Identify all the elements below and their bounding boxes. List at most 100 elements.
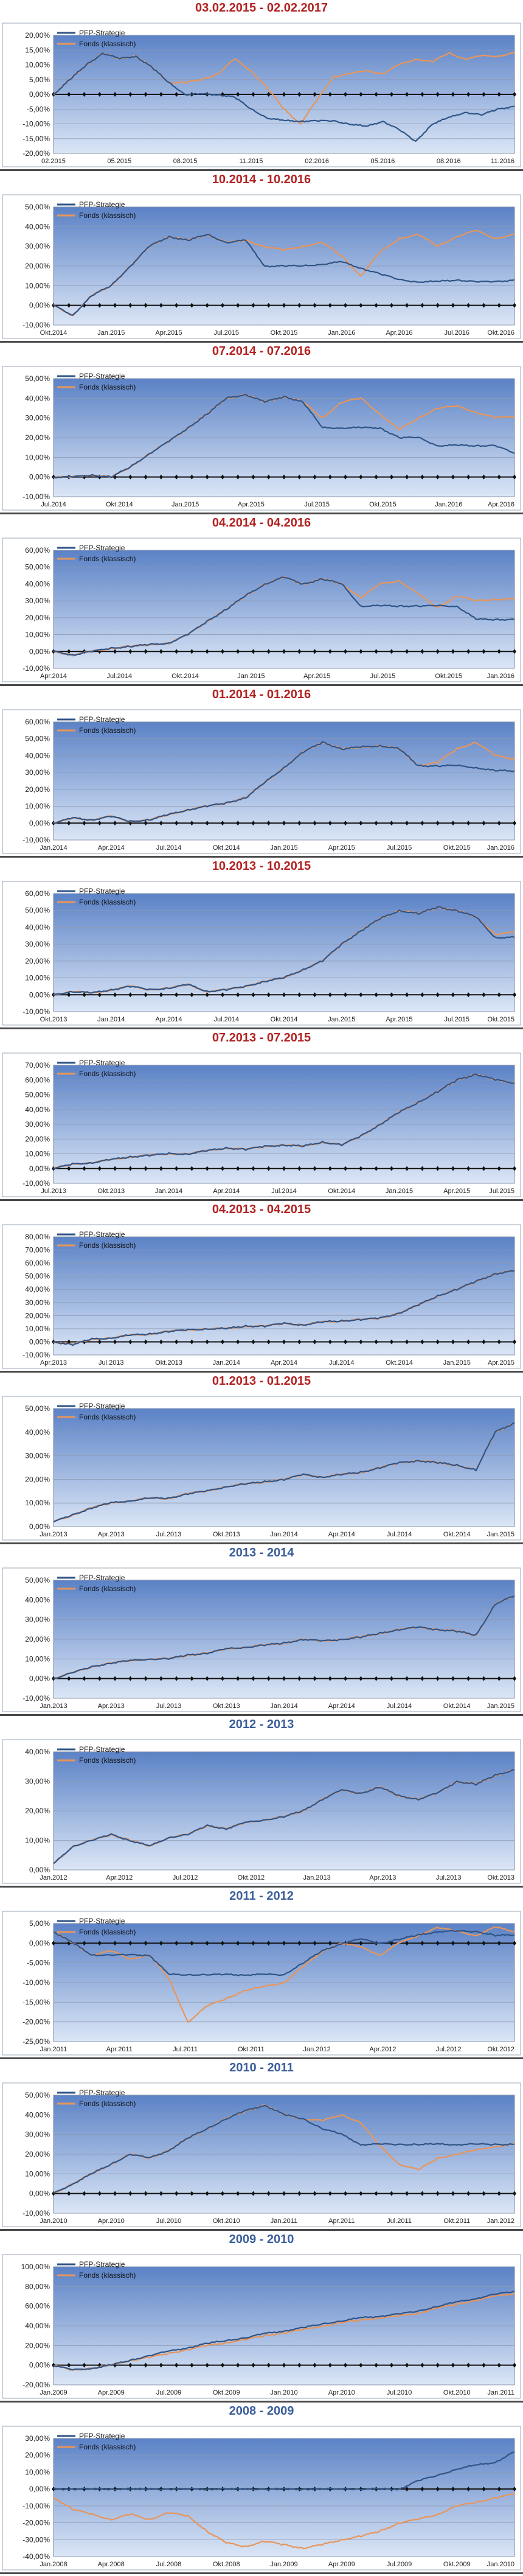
- x-tick-label: Jul.2015: [387, 844, 412, 852]
- zero-line-marker: [175, 1339, 179, 1345]
- zero-line-marker: [205, 1166, 209, 1171]
- x-tick-label: Jan.2014: [270, 1531, 297, 1538]
- zero-line-marker: [282, 992, 286, 998]
- panel-separator: [0, 341, 523, 343]
- zero-line-marker: [266, 821, 271, 826]
- zero-line-marker: [297, 821, 302, 826]
- zero-line-marker: [128, 992, 133, 998]
- zero-line-marker: [67, 992, 71, 998]
- zero-line-marker: [451, 92, 455, 97]
- y-tick-label: 0,00%: [29, 1866, 50, 1874]
- zero-line-marker: [144, 474, 148, 480]
- zero-line-marker: [297, 92, 302, 97]
- zero-line-marker: [435, 1941, 440, 1946]
- zero-line-marker: [205, 1941, 209, 1946]
- zero-line-marker: [251, 1941, 255, 1946]
- legend: PFP-Strategie Fonds (klassisch): [57, 544, 136, 563]
- zero-line-marker: [405, 303, 409, 308]
- x-tick-label: Okt.2015: [435, 673, 462, 680]
- zero-line-marker: [328, 1166, 332, 1171]
- x-tick-label: Apr.2015: [238, 501, 265, 508]
- zero-line-marker: [435, 992, 440, 998]
- y-tick-label: -30,00%: [23, 2535, 50, 2544]
- zero-line-marker: [451, 1941, 455, 1946]
- x-tick-label: Jul.2014: [387, 1703, 412, 1710]
- zero-line-marker: [405, 2487, 409, 2492]
- zero-line-marker: [328, 649, 332, 654]
- y-tick-label: 30,00%: [25, 768, 50, 777]
- x-tick-label: Jan.2010: [270, 2389, 297, 2396]
- panel-separator: [0, 856, 523, 858]
- zero-line-marker: [236, 992, 240, 998]
- zero-line-marker: [359, 1339, 363, 1345]
- zero-line-marker: [220, 649, 224, 654]
- zero-line-marker: [297, 649, 302, 654]
- y-tick-label: -10,00%: [23, 321, 50, 329]
- zero-line-marker: [513, 821, 516, 826]
- zero-line-marker: [266, 1339, 271, 1345]
- y-tick-label: -5,00%: [27, 105, 50, 113]
- x-tick-label: Okt.2015: [271, 329, 298, 337]
- zero-line-marker: [282, 1166, 286, 1171]
- x-tick-label: Jan.2013: [40, 1531, 67, 1538]
- zero-line-marker: [297, 1339, 302, 1345]
- zero-line-marker: [359, 92, 363, 97]
- zero-line-marker: [466, 92, 471, 97]
- zero-line-marker: [97, 92, 102, 97]
- legend-label: Fonds (klassisch): [79, 40, 136, 48]
- y-tick-label: 5,00%: [29, 75, 50, 84]
- y-tick-label: -10,00%: [23, 1978, 50, 1987]
- chart-panel: 2008 - 2009 -40,00% -30,00% -20,00% -10,00% 0…: [0, 2403, 523, 2575]
- x-tick-label: Apr.2016: [386, 329, 412, 337]
- y-tick-label: -10,00%: [23, 1007, 50, 1016]
- zero-line-marker: [205, 649, 209, 654]
- series-line-strategy: [53, 1930, 515, 1976]
- x-tick-label: Jan.2016: [435, 501, 462, 508]
- legend-label: PFP-Strategie: [79, 372, 125, 380]
- zero-line-marker: [190, 303, 194, 308]
- y-tick-label: -20,00%: [23, 2519, 50, 2527]
- x-tick-label: Okt.2013: [40, 1016, 68, 1023]
- zero-line-marker: [420, 303, 424, 308]
- zero-line-marker: [389, 2362, 393, 2368]
- zero-line-marker: [435, 2362, 440, 2368]
- series-line-strategy: [53, 2104, 515, 2194]
- zero-line-marker: [466, 303, 471, 308]
- chart-panel: 2012 - 2013 0,00% 10,00% 20,00% 30,00% 40,00%…: [0, 1717, 523, 1888]
- zero-line-marker: [205, 1339, 209, 1345]
- zero-line-marker: [313, 474, 317, 480]
- zero-line-marker: [113, 821, 117, 826]
- zero-line-marker: [144, 92, 148, 97]
- x-tick-label: Okt.2013: [213, 1531, 240, 1538]
- chart-svg: -10,00% 0,00% 10,00% 20,00% 30,00% 40,00% 50,0…: [0, 881, 523, 1029]
- zero-line-marker: [297, 303, 302, 308]
- legend: PFP-Strategie Fonds (klassisch): [57, 2088, 136, 2108]
- zero-line-marker: [513, 1941, 516, 1946]
- zero-line-marker: [251, 2362, 255, 2368]
- y-tick-label: 20,00%: [25, 785, 50, 794]
- legend: PFP-Strategie Fonds (klassisch): [57, 1573, 136, 1593]
- zero-line-marker: [113, 92, 117, 97]
- zero-line-marker: [497, 474, 501, 480]
- x-tick-label: Apr.2014: [328, 1531, 355, 1538]
- chart-svg: 0,00% 10,00% 20,00% 30,00% 40,00% Jan.2012 Apr…: [0, 1739, 523, 1888]
- y-tick-label: -10,00%: [23, 664, 50, 673]
- zero-line-marker: [82, 1941, 86, 1946]
- zero-line-marker: [113, 992, 117, 998]
- zero-line-marker: [282, 1339, 286, 1345]
- x-tick-label: Okt.2016: [487, 329, 514, 337]
- x-tick-label: Apr.2013: [40, 1359, 67, 1367]
- y-tick-label: 10,00%: [25, 1836, 50, 1845]
- zero-line-marker: [67, 821, 71, 826]
- zero-line-marker: [344, 474, 348, 480]
- series-line-strategy: [53, 1422, 515, 1523]
- y-tick-label: 40,00%: [25, 2110, 50, 2119]
- zero-line-marker: [389, 992, 393, 998]
- zero-line-marker: [128, 2362, 133, 2368]
- chart-title: 07.2014 - 07.2016: [212, 345, 311, 358]
- zero-line-marker: [374, 1339, 378, 1345]
- x-tick-label: Jan.2014: [97, 1016, 125, 1023]
- zero-line-marker: [144, 303, 148, 308]
- y-tick-label: 100,00%: [21, 2263, 50, 2271]
